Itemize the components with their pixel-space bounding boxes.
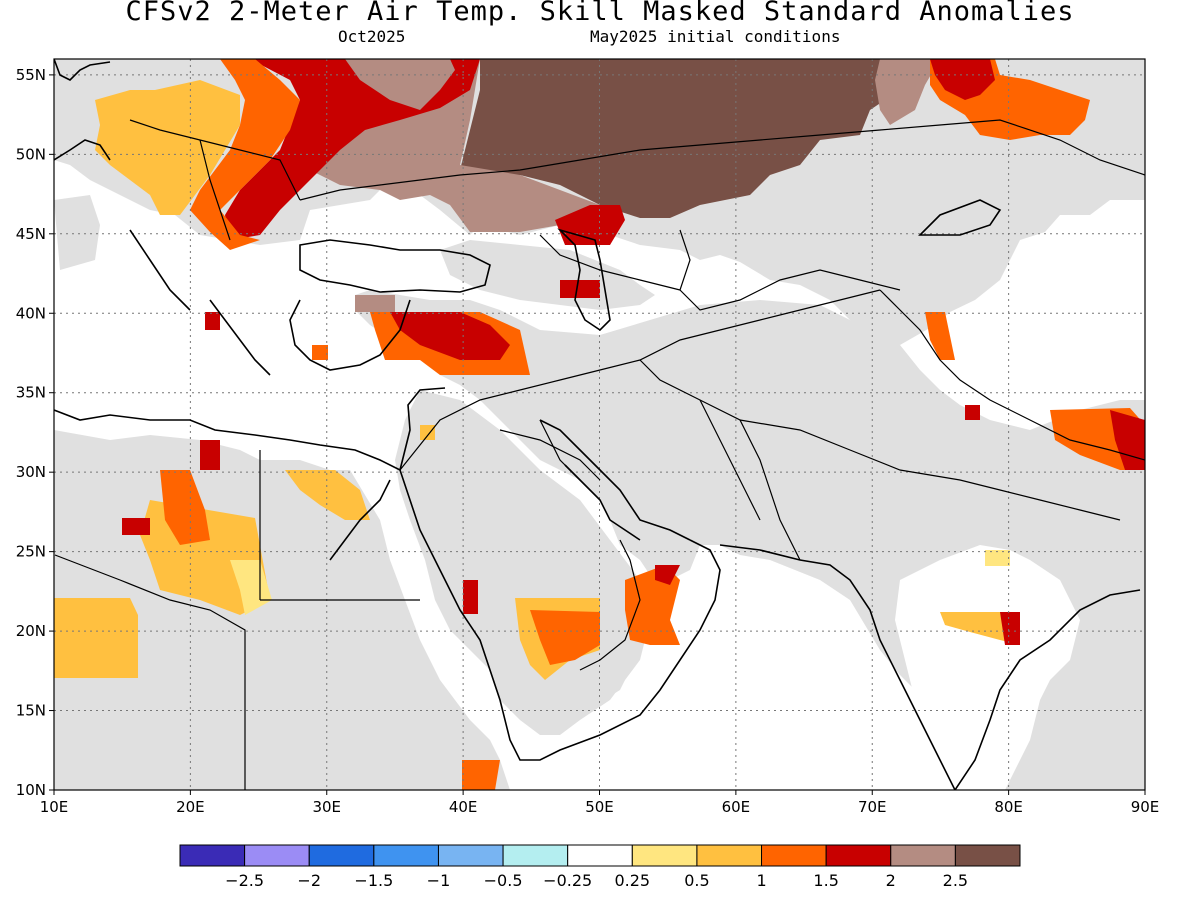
anomaly-region-ural xyxy=(875,59,940,125)
anomaly-region-india xyxy=(940,612,1020,645)
lon-tick-label: 90E xyxy=(1131,798,1160,816)
colorbar-label: −0.5 xyxy=(484,871,523,890)
colorbar-swatch xyxy=(696,844,763,867)
colorbar-label: 0.5 xyxy=(684,871,709,890)
lat-tick-label: 20N xyxy=(16,622,46,640)
lat-tick-label: 45N xyxy=(16,225,46,243)
initial-conditions-label: May2025 initial conditions xyxy=(590,27,841,46)
anomaly-region-crete xyxy=(312,345,328,360)
graticule xyxy=(54,59,1145,790)
anomaly-region-arabia xyxy=(530,610,600,665)
colorbar-swatch xyxy=(437,844,504,867)
colorbar-label: −1.5 xyxy=(354,871,393,890)
colorbar-label: −2.5 xyxy=(225,871,264,890)
anomaly-region-hejaz xyxy=(463,580,478,614)
anomaly-region-eastern-europe xyxy=(225,59,480,240)
anomaly-region-tibet-red xyxy=(1110,410,1145,470)
anomaly-region-caspian-south xyxy=(560,280,600,298)
valid-month-label: Oct2025 xyxy=(338,27,406,46)
colorbar-label: −2 xyxy=(297,871,321,890)
anomaly-region-levant xyxy=(420,425,435,440)
anomaly-region-turkey-red xyxy=(390,312,510,360)
colorbar-legend: −2.5 −2 −1.5 −1 −0.5 −0.25 0.25 0.5 1 1.5 2 2.5 xyxy=(179,844,1021,890)
lat-tick-label: 55N xyxy=(16,66,46,84)
colorbar-swatch xyxy=(825,844,892,867)
lat-tick-label: 35N xyxy=(16,384,46,402)
anomaly-region-greece xyxy=(205,312,220,330)
colorbar-swatch xyxy=(761,844,827,867)
anomaly-region-siberia-red xyxy=(930,59,995,100)
lon-tick-label: 10E xyxy=(40,798,69,816)
colorbar-label: 1.5 xyxy=(813,871,838,890)
anomaly-region-oman-red xyxy=(655,565,680,585)
anomaly-region-tibet-west xyxy=(925,312,955,360)
colorbar-swatch xyxy=(308,844,375,867)
lon-tick-label: 20E xyxy=(176,798,205,816)
colorbar-swatch xyxy=(631,844,698,867)
anomaly-fields xyxy=(54,59,1145,790)
colorbar-label: −0.25 xyxy=(543,871,592,890)
lat-tick-label: 30N xyxy=(16,463,46,481)
lat-tick-label: 25N xyxy=(16,543,46,561)
lon-tick-label: 30E xyxy=(312,798,341,816)
colorbar-swatch xyxy=(373,844,439,867)
lat-tick-label: 50N xyxy=(16,145,46,163)
anomaly-region-egypt xyxy=(285,470,370,520)
lon-tick-label: 80E xyxy=(994,798,1023,816)
lon-tick-label: 50E xyxy=(585,798,614,816)
colorbar-swatch xyxy=(890,844,956,867)
anomaly-region-russia-central xyxy=(460,59,900,218)
anomaly-region-egypt-yellow xyxy=(230,560,272,615)
anomaly-region-caspian xyxy=(555,205,625,245)
country-borders xyxy=(54,119,1145,790)
colorbar-swatch xyxy=(179,844,246,867)
colorbar-label: 0.25 xyxy=(614,871,650,890)
colorbar-label: 2.5 xyxy=(943,871,968,890)
colorbar-label: 2 xyxy=(886,871,896,890)
lat-tick-label: 10N xyxy=(16,781,46,799)
colorbar-swatch xyxy=(502,844,569,867)
colorbar-swatch xyxy=(567,844,633,867)
anomaly-region-ethiopia xyxy=(462,760,500,790)
map-plot-area xyxy=(54,59,1145,790)
lon-tick-label: 60E xyxy=(722,798,751,816)
lon-tick-label: 40E xyxy=(449,798,478,816)
anomaly-region-libya-red xyxy=(200,440,220,470)
anomaly-region-libya-west xyxy=(122,518,150,535)
lat-tick-label: 15N xyxy=(16,702,46,720)
colorbar-swatch xyxy=(244,844,310,867)
anomaly-region-india-red xyxy=(1000,612,1020,645)
anomaly-region-himalaya xyxy=(965,405,980,420)
anomaly-region-oman xyxy=(625,565,680,645)
anomaly-region-libya-orange xyxy=(160,470,210,545)
map-title: CFSv2 2-Meter Air Temp. Skill Masked Sta… xyxy=(125,0,1075,27)
longitude-tick-labels: 10E 20E 30E 40E 50E 60E 70E 80E 90E xyxy=(40,790,1160,816)
colorbar-swatch xyxy=(954,844,1021,867)
anomaly-region-sahel xyxy=(54,598,138,678)
lon-tick-label: 70E xyxy=(858,798,887,816)
colorbar-label: −1 xyxy=(427,871,451,890)
lat-tick-label: 40N xyxy=(16,304,46,322)
anomaly-region-turkey-brown xyxy=(355,295,395,312)
anomaly-region-india-north xyxy=(985,550,1010,566)
colorbar-label: 1 xyxy=(756,871,766,890)
latitude-tick-labels: 55N 50N 45N 40N 35N 30N 25N 20N 15N 10N xyxy=(16,66,54,799)
anomaly-region-poland xyxy=(95,80,240,215)
